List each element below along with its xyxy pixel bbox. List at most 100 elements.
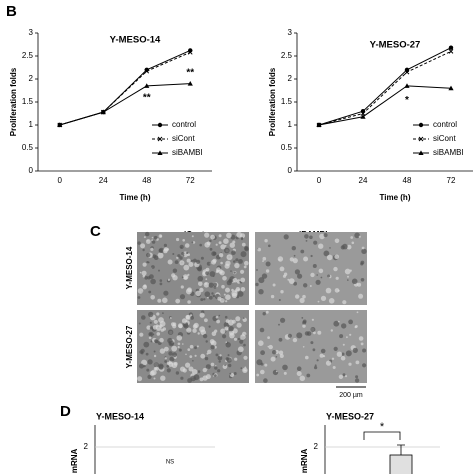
cell xyxy=(137,241,141,245)
cell xyxy=(340,355,346,361)
cell xyxy=(216,319,221,324)
marker xyxy=(404,83,410,88)
cell xyxy=(305,355,309,360)
cell xyxy=(320,348,326,354)
x-tick-label: 48 xyxy=(142,176,151,185)
legend-marker xyxy=(418,150,424,155)
cell xyxy=(333,346,338,351)
cell xyxy=(146,368,150,372)
cell xyxy=(293,254,296,257)
cell xyxy=(230,270,232,272)
cell xyxy=(233,260,236,263)
marker xyxy=(360,109,366,114)
cell xyxy=(159,235,162,238)
cell xyxy=(264,363,268,367)
cell xyxy=(299,297,305,304)
cell xyxy=(137,376,143,382)
cell xyxy=(176,335,183,341)
cell xyxy=(180,246,182,249)
y-tick-label: 2.5 xyxy=(281,51,293,60)
cell xyxy=(194,354,197,357)
y-axis-label: Proliferation folds xyxy=(9,67,18,136)
cell xyxy=(151,265,155,269)
cell xyxy=(166,364,170,368)
annotation: * xyxy=(405,95,409,106)
cell xyxy=(192,360,194,362)
cell xyxy=(160,328,164,332)
cell xyxy=(153,255,159,260)
cell xyxy=(142,262,147,267)
cell xyxy=(312,264,317,268)
legend-marker xyxy=(418,136,424,142)
cell xyxy=(277,256,284,262)
cell xyxy=(289,257,294,262)
legend-label: siBAMBI xyxy=(433,148,464,157)
cell xyxy=(148,336,152,340)
cell xyxy=(175,298,181,304)
x-tick-label: 24 xyxy=(359,176,368,185)
cell xyxy=(156,332,161,336)
cell xyxy=(232,277,238,283)
cell xyxy=(169,356,175,362)
cell xyxy=(240,269,245,274)
cell xyxy=(208,282,214,288)
cell xyxy=(209,247,213,251)
marker xyxy=(448,45,454,50)
cell xyxy=(182,254,185,257)
cell xyxy=(237,346,244,353)
cell xyxy=(257,247,262,252)
cell xyxy=(331,357,335,360)
cell xyxy=(341,352,345,356)
row-label: Y-MESO-27 xyxy=(125,325,134,368)
cell xyxy=(172,352,178,358)
cell xyxy=(197,275,204,282)
cell xyxy=(188,366,194,372)
cell xyxy=(236,322,242,328)
cell xyxy=(265,261,271,267)
cell xyxy=(355,375,359,379)
cell xyxy=(360,262,364,266)
cell xyxy=(233,337,238,341)
cell xyxy=(279,266,285,272)
cell xyxy=(167,329,174,335)
cell xyxy=(318,268,324,274)
cell xyxy=(172,268,178,273)
cell xyxy=(265,269,270,273)
cell xyxy=(316,274,319,276)
cell xyxy=(362,363,367,368)
cell xyxy=(272,369,279,376)
cell xyxy=(294,269,300,275)
cell xyxy=(148,290,152,294)
cell xyxy=(342,373,346,377)
cell xyxy=(185,314,191,320)
y-tick-label: 1 xyxy=(288,120,293,129)
cell xyxy=(143,236,146,239)
cell xyxy=(355,325,358,328)
cell xyxy=(217,355,223,361)
cell xyxy=(177,254,181,258)
cell xyxy=(158,248,163,253)
cell xyxy=(231,250,236,255)
cell xyxy=(234,357,238,361)
cell xyxy=(214,374,217,378)
cell xyxy=(204,232,210,238)
cell xyxy=(330,329,333,332)
cell xyxy=(219,354,222,357)
cell xyxy=(229,242,235,248)
cell xyxy=(225,294,231,301)
cell xyxy=(342,343,345,346)
cell xyxy=(240,251,247,258)
cell xyxy=(334,254,340,260)
bar xyxy=(389,454,413,474)
cell xyxy=(265,310,269,314)
micrographs xyxy=(137,231,367,383)
cell xyxy=(177,346,180,349)
cell xyxy=(194,346,197,350)
cell xyxy=(244,366,247,369)
cell xyxy=(334,288,340,293)
cell xyxy=(199,312,205,318)
cell xyxy=(296,371,302,377)
scale-bar-label: 200 µm xyxy=(339,392,363,399)
cell xyxy=(190,316,195,320)
